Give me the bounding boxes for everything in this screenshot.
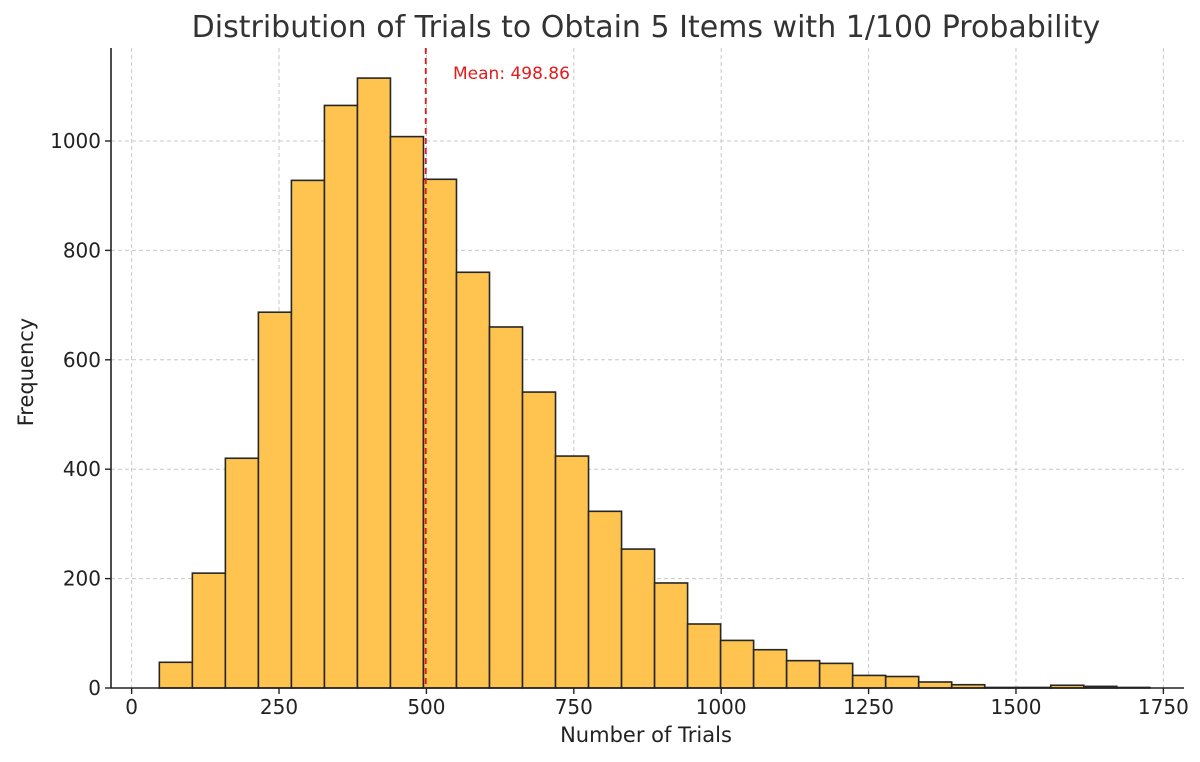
histogram-bar (455, 271, 491, 689)
histogram-bar (587, 510, 623, 689)
histogram-bar (191, 572, 227, 689)
histogram-bar (521, 391, 557, 689)
histogram-bar (851, 674, 887, 689)
histogram-bar (224, 457, 260, 689)
histogram-bar (884, 675, 920, 689)
histogram-bar (620, 548, 656, 689)
y-tick-label: 400 (63, 457, 101, 481)
x-tick-label: 250 (260, 695, 298, 719)
histogram-bar (653, 582, 689, 689)
histogram-bar (785, 659, 821, 689)
histogram-bar (917, 681, 953, 689)
x-axis-label: Number of Trials (560, 723, 732, 747)
y-tick-label: 0 (88, 676, 101, 700)
x-tick-label: 1250 (843, 695, 894, 719)
histogram-bar (686, 623, 722, 689)
x-tick-label: 500 (407, 695, 445, 719)
histogram-bar (818, 662, 854, 689)
x-tick-label: 1000 (696, 695, 747, 719)
x-tick-label: 1750 (1138, 695, 1189, 719)
mean-label: Mean: 498.86 (453, 64, 570, 84)
histogram-bar (389, 135, 425, 689)
chart-title: Distribution of Trials to Obtain 5 Items… (192, 10, 1101, 45)
histogram-bars (158, 77, 1151, 689)
mean-marker: Mean: 498.86 (424, 48, 570, 688)
x-tick-label: 0 (125, 695, 138, 719)
y-tick-label: 1000 (50, 129, 101, 153)
histogram-bar (752, 648, 788, 689)
y-tick-label: 200 (63, 567, 101, 591)
histogram-bar (158, 661, 194, 689)
axes: 0 250 500 750 1000 1250 1500 1750 0 200 400 600 800 1… (50, 48, 1189, 719)
histogram-bar (422, 178, 458, 689)
histogram-bar (323, 104, 359, 689)
histogram-bar (488, 326, 524, 689)
x-tick-label: 750 (555, 695, 593, 719)
histogram-bar (257, 311, 293, 689)
y-axis-label: Frequency (14, 318, 38, 427)
histogram-bar (719, 639, 755, 689)
histogram-bar (356, 77, 392, 689)
histogram-bar (554, 455, 590, 689)
y-tick-label: 600 (63, 348, 101, 372)
histogram-bar (290, 179, 326, 689)
x-tick-label: 1500 (991, 695, 1042, 719)
y-tick-label: 800 (63, 238, 101, 262)
